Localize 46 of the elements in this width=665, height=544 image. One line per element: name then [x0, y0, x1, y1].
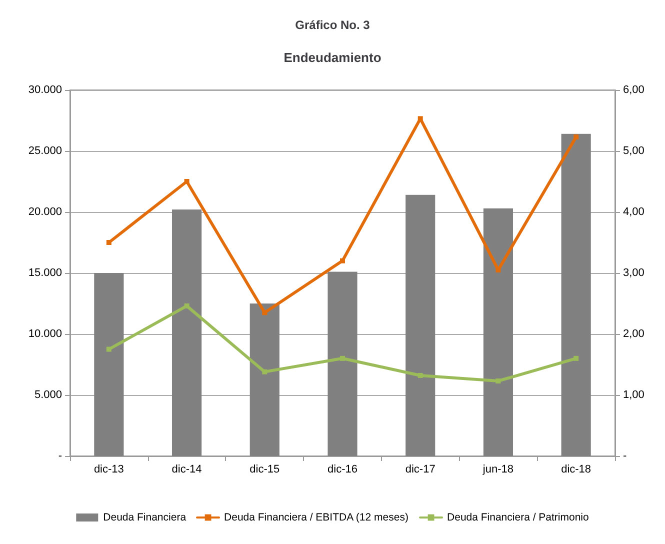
bar [250, 304, 280, 456]
point [184, 179, 190, 184]
y2-tick-label: 3,00 [623, 267, 644, 279]
point [106, 346, 112, 352]
point [262, 369, 268, 374]
x-tick-label: dic-15 [250, 464, 280, 476]
point [340, 258, 345, 264]
x-tick-label: dic-18 [561, 464, 592, 476]
point [418, 116, 423, 122]
y-tick-label: 20.000 [28, 206, 62, 218]
x-tick-label: dic-14 [172, 464, 202, 476]
point [574, 134, 579, 140]
chart-title: Gráfico No. 3 [295, 18, 370, 32]
y2-tick-label: 2,00 [623, 328, 644, 340]
chart-subtitle: Endeudamiento [284, 50, 382, 65]
point [418, 372, 423, 378]
y-tick-label: 10.000 [28, 328, 62, 340]
point [262, 310, 268, 316]
y-tick-label: 25.000 [28, 145, 62, 157]
y-tick-label: - [58, 450, 62, 462]
point [496, 378, 501, 384]
bar [483, 208, 514, 456]
bar [172, 210, 202, 456]
bar [94, 273, 124, 456]
point [340, 356, 345, 361]
y-tick-label: 5.000 [34, 389, 62, 401]
x-tick-label: dic-16 [328, 464, 358, 476]
bar [561, 134, 591, 456]
point [574, 356, 579, 361]
point [106, 240, 112, 245]
legend-label: Deuda Financiera [103, 512, 186, 524]
y2-tick-label: 1,00 [623, 389, 644, 401]
y2-tick-label: - [623, 450, 627, 462]
x-tick-label: dic-13 [94, 464, 124, 476]
x-tick-label: dic-17 [405, 464, 436, 476]
y2-tick-label: 5,00 [623, 145, 644, 157]
x-tick-label: jun-18 [482, 464, 514, 476]
legend-label: Deuda Financiera / EBITDA (12 meses) [224, 512, 408, 524]
bar [406, 194, 436, 456]
y2-tick-label: 6,00 [623, 84, 644, 96]
y-tick-label: 15.000 [28, 267, 62, 279]
bar [328, 272, 358, 456]
point [184, 303, 190, 308]
y2-tick-label: 4,00 [623, 206, 644, 218]
legend-label: Deuda Financiera / Patrimonio [447, 512, 590, 524]
y-tick-label: 30.000 [28, 84, 62, 96]
